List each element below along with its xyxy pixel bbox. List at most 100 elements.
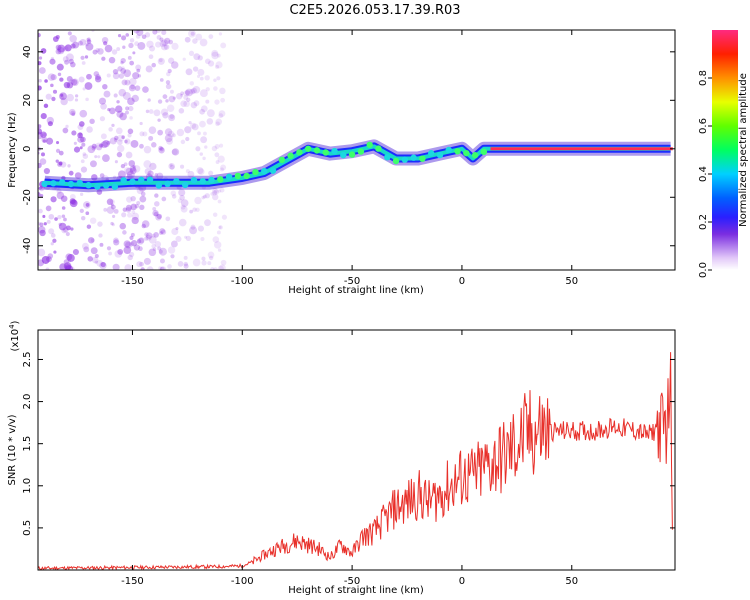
spectrogram-noise-point (81, 61, 86, 65)
spectrogram-noise-point (130, 84, 135, 90)
spectrogram-ridge-blob (392, 157, 400, 165)
spectrogram-noise-point (184, 36, 191, 43)
spectrogram-noise-point (67, 259, 72, 263)
spectrogram-noise-point (124, 138, 131, 145)
spectrogram-noise-point (183, 90, 190, 97)
spectrogram-noise-point (79, 109, 88, 118)
spectrogram-noise-point (66, 93, 74, 102)
spectrogram-noise-point (50, 83, 54, 88)
spectrogram-noise-point (220, 97, 226, 103)
spectrogram-noise-point (110, 203, 114, 207)
spectrogram-noise-point (68, 170, 74, 176)
spectrogram-noise-point (139, 195, 147, 203)
spectrogram-frame (37, 29, 676, 271)
spectrogram-noise-point (193, 53, 201, 61)
spectrogram-noise-point (79, 192, 84, 196)
spectrogram-noise-point (151, 142, 157, 148)
spectrogram-noise-point (120, 57, 126, 64)
spectrogram-noise-point (99, 242, 104, 247)
spectrogram-noise-point (199, 108, 206, 115)
spectrogram-noise-point (117, 66, 123, 72)
spectrogram-noise-point (177, 261, 184, 267)
snr-x-tick-label: 50 (565, 576, 578, 587)
spectrogram-noise-point (81, 142, 86, 147)
spectrogram-noise-point (40, 131, 47, 138)
spectrogram-noise-point (89, 160, 97, 168)
spectrogram-noise-point (100, 102, 107, 110)
spectrogram-noise-point (97, 221, 103, 227)
spectrogram-noise-point (183, 263, 189, 269)
spectrogram-ridge-blob (41, 180, 48, 188)
spectrogram-noise-point (50, 56, 55, 61)
spectrogram-noise-point (208, 170, 214, 176)
spectrogram-noise-point (180, 205, 188, 213)
spectrogram-ridge-blob (129, 178, 136, 185)
spectrogram-noise-point (159, 228, 166, 234)
spectrogram-noise-point (113, 138, 118, 142)
spectrogram-x-label: Height of straight line (km) (288, 285, 424, 296)
spectrogram-noise-point (212, 212, 218, 217)
spectrogram-noise-point (180, 139, 186, 145)
spectrogram-noise-point (112, 68, 119, 75)
spectrogram-noise-point (111, 223, 115, 227)
spectrogram-noise-point (159, 147, 164, 152)
spectrogram-noise-point (185, 169, 190, 174)
spectrogram-noise-point (56, 191, 65, 200)
spectrogram-noise-point (129, 241, 134, 247)
spectrogram-ridge-blob (463, 149, 470, 157)
spectrogram-noise-point (196, 74, 201, 78)
spectrogram-noise-point (38, 221, 41, 226)
spectrogram-noise-point (64, 44, 72, 52)
spectrogram-noise-point (113, 93, 118, 98)
spectrogram-noise-point (100, 262, 106, 268)
spectrogram-noise-point (94, 142, 103, 151)
colorbar-tick-label: 0.4 (698, 166, 709, 182)
spectrogram-noise-point (195, 33, 203, 41)
spectrogram-noise-point (148, 126, 157, 135)
spectrogram-noise-point (170, 240, 178, 248)
spectrogram-noise-point (153, 109, 161, 117)
spectrogram-noise-point (65, 231, 70, 237)
spectrogram-ridge-blob (234, 172, 242, 180)
spectrogram-noise-point (169, 163, 173, 167)
spectrogram-noise-point (43, 222, 47, 226)
spectrogram-ridge-blob (217, 176, 224, 183)
spectrogram-noise-point (121, 212, 127, 218)
spectrogram-noise-point (63, 46, 69, 52)
snr-scale-exp: 4 (8, 324, 16, 329)
spectrogram-noise-point (159, 40, 167, 48)
spectrogram-noise-point (157, 99, 163, 104)
spectrogram-noise-point (71, 130, 77, 136)
spectrogram-noise-point (114, 160, 118, 164)
spectrogram-noise-point (73, 141, 77, 145)
spectrogram-noise-point (211, 51, 219, 60)
spectrogram-noise-point (213, 241, 222, 249)
spectrogram-noise-point (117, 34, 122, 38)
spectrogram-noise-point (165, 99, 169, 103)
spectrogram-noise-point (122, 92, 131, 100)
spectrogram-noise-point (152, 30, 158, 35)
spectrogram-noise-point (115, 127, 123, 135)
spectrogram-noise-point (38, 162, 42, 169)
spectrogram-noise-point (157, 129, 164, 136)
spectrogram-noise-point (215, 121, 220, 127)
spectrogram-noise-point (85, 38, 91, 43)
spectrogram-noise-point (121, 79, 128, 86)
spectrogram-noise-point (124, 264, 132, 270)
spectrogram-noise-point (206, 118, 214, 125)
spectrogram-noise-point (73, 146, 81, 153)
snr-frame (37, 329, 676, 571)
spectrogram-noise-point (66, 75, 73, 82)
spectrogram-noise-point (95, 48, 100, 53)
spectrogram-noise-point (80, 215, 86, 221)
spectrogram-noise-point (154, 201, 160, 207)
spectrogram-noise-point (139, 121, 143, 126)
spectrogram-noise-point (161, 39, 168, 47)
spectrogram-noise-point (108, 56, 116, 64)
spectrogram-ridge-blob (50, 180, 57, 187)
spectrogram-noise-point (148, 248, 157, 257)
spectrogram-noise-point (183, 95, 189, 100)
spectrogram-noise-point (132, 51, 136, 55)
spectrogram-ridge-blob (85, 182, 92, 189)
spectrogram-noise-point (211, 145, 218, 152)
